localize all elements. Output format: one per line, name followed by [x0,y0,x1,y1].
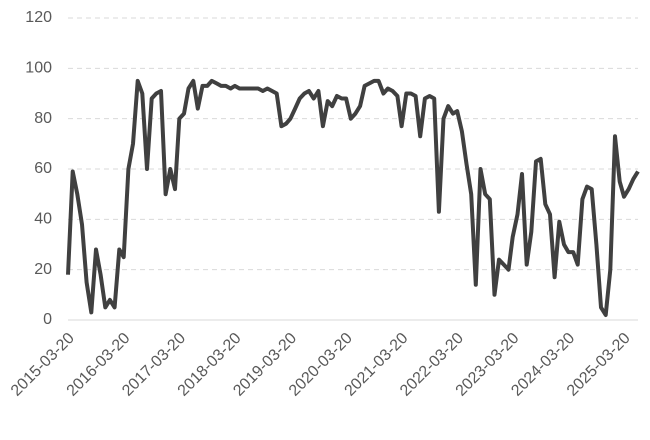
y-tick-label: 40 [34,211,52,228]
data-line [66,78,640,317]
y-tick-label: 20 [34,261,52,278]
y-tick-label: 60 [34,160,52,177]
y-tick-label: 100 [25,60,52,77]
y-tick-label: 0 [43,311,52,328]
y-tick-label: 120 [25,9,52,26]
y-tick-label: 80 [34,110,52,127]
